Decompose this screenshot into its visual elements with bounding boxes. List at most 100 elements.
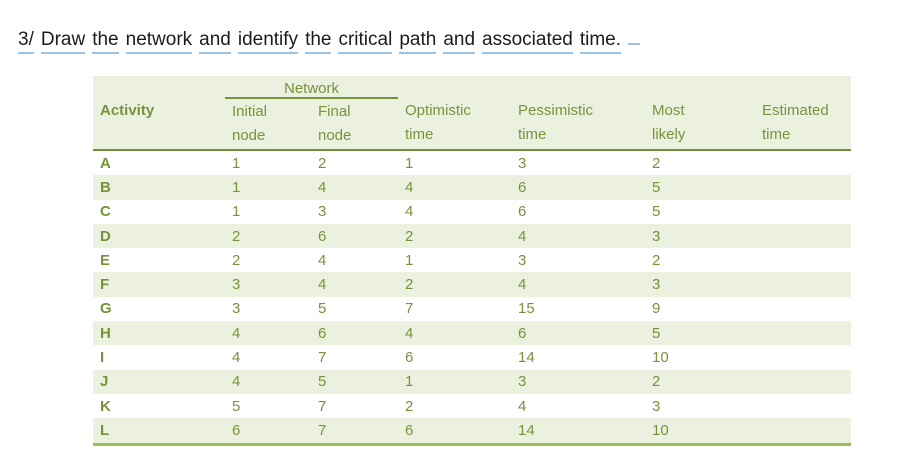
- cell-pessimistic-time: 3: [518, 251, 527, 269]
- table-row: D 2 6 2 4 3: [93, 223, 852, 249]
- cell-pessimistic-time: 4: [511, 272, 646, 297]
- cell-optimistic-time: 2: [398, 272, 512, 297]
- title-word: identify: [237, 29, 299, 54]
- title-trailing-underline: [628, 42, 641, 45]
- cell-pessimistic-time: 4: [511, 223, 646, 249]
- cell-final-node: 5: [311, 369, 399, 394]
- cell-final-node: 4: [318, 251, 327, 269]
- title-word: the: [305, 29, 332, 54]
- cell-initial-node: 2: [232, 251, 241, 269]
- cell-final-node: 2: [318, 154, 327, 172]
- cell-most-likely: 5: [652, 203, 661, 221]
- cell-estimated-time: [755, 297, 851, 321]
- cell-activity: K: [100, 397, 111, 415]
- cell-initial-node: 4: [225, 369, 311, 394]
- table-row: L 6 7 6 14 10: [93, 418, 852, 446]
- cell-activity: G: [100, 300, 112, 318]
- cell-most-likely: 5: [645, 321, 756, 346]
- cell-final-node: 7: [318, 349, 327, 367]
- cell-estimated-time: [755, 272, 852, 297]
- cell-final-node: 4: [311, 272, 399, 297]
- cell-estimated-time: [755, 248, 851, 272]
- cell-activity: H: [93, 321, 225, 346]
- table-row: K 5 7 2 4 3: [93, 394, 851, 418]
- cell-initial-node: 2: [225, 223, 311, 249]
- cell-most-likely: 3: [645, 223, 756, 249]
- cell-most-likely: 3: [652, 397, 661, 415]
- cell-optimistic-time: 4: [405, 203, 414, 221]
- cell-estimated-time: [755, 345, 851, 369]
- cell-final-node: 4: [311, 175, 399, 200]
- page-title: 3/Draw the network and identify the critical pa…: [18, 29, 641, 54]
- cell-activity: C: [100, 203, 111, 221]
- cell-estimated-time: [755, 223, 852, 249]
- cell-activity: B: [93, 175, 225, 200]
- title-word: path: [399, 29, 437, 54]
- column-header-estimated-time: Estimated time: [755, 98, 852, 151]
- cell-optimistic-time: 2: [405, 397, 414, 415]
- title-word: network: [125, 29, 193, 54]
- cell-activity: A: [100, 154, 111, 172]
- cell-optimistic-time: 1: [405, 154, 414, 172]
- cell-estimated-time: [755, 418, 852, 446]
- cell-optimistic-time: 7: [405, 300, 414, 318]
- cell-activity: D: [93, 223, 225, 249]
- table-row: C 1 3 4 6 5: [93, 200, 851, 224]
- cell-final-node: 5: [318, 300, 327, 318]
- cell-optimistic-time: 4: [398, 321, 512, 346]
- cell-initial-node: 3: [232, 300, 241, 318]
- group-header-row: Network: [93, 76, 852, 99]
- cell-estimated-time: [755, 321, 852, 346]
- cell-most-likely: 10: [652, 349, 669, 367]
- cell-optimistic-time: 2: [398, 223, 512, 249]
- table-row: J 4 5 1 3 2: [93, 369, 852, 394]
- cell-estimated-time: [755, 150, 851, 175]
- cell-most-likely: 2: [652, 251, 661, 269]
- cell-most-likely: 2: [645, 369, 756, 394]
- cell-most-likely: 3: [645, 272, 756, 297]
- cell-initial-node: 3: [225, 272, 311, 297]
- table-row: I 4 7 6 14 10: [93, 345, 851, 369]
- title-word: and: [443, 29, 476, 54]
- cell-pessimistic-time: 15: [518, 300, 535, 318]
- table-row: F 3 4 2 4 3: [93, 272, 852, 297]
- column-header-pessimistic-time: Pessimistic time: [511, 98, 646, 151]
- title-word: time.: [579, 29, 622, 54]
- cell-initial-node: 6: [225, 418, 311, 446]
- cell-optimistic-time: 6: [398, 418, 512, 446]
- table-row: A 1 2 1 3 2: [93, 150, 851, 175]
- cell-initial-node: 4: [232, 349, 241, 367]
- network-group-header: Network: [225, 76, 399, 99]
- cell-initial-node: 1: [232, 154, 241, 172]
- title-word: Draw: [40, 29, 86, 54]
- cell-optimistic-time: 1: [405, 251, 414, 269]
- cell-activity: I: [100, 349, 105, 367]
- cell-activity: L: [93, 418, 225, 446]
- column-header-optimistic-time: Optimistic time: [398, 98, 512, 151]
- cell-estimated-time: [755, 175, 852, 200]
- group-header-spacer-left: [93, 76, 225, 98]
- cell-final-node: 6: [311, 223, 399, 249]
- cell-initial-node: 4: [225, 321, 311, 346]
- cell-most-likely: 9: [652, 300, 661, 318]
- title-word: critical: [338, 29, 393, 54]
- column-header-activity: Activity: [93, 98, 225, 151]
- cell-final-node: 3: [318, 203, 327, 221]
- cell-final-node: 6: [311, 321, 399, 346]
- title-word: and: [199, 29, 231, 54]
- cell-initial-node: 1: [232, 203, 241, 221]
- title-word: the: [92, 29, 119, 54]
- cell-pessimistic-time: 3: [518, 154, 527, 172]
- cell-pessimistic-time: 3: [511, 369, 646, 394]
- table-body: A 1 2 1 3 2 B 1 4 4 6 5 C 1 3 4 6 5 D 2 …: [93, 150, 852, 446]
- table-row: G 3 5 7 15 9: [93, 297, 851, 321]
- cell-activity: F: [93, 272, 225, 297]
- cell-pessimistic-time: 14: [518, 349, 535, 367]
- cell-pessimistic-time: 6: [511, 175, 646, 200]
- cell-pessimistic-time: 4: [518, 397, 527, 415]
- cell-activity: J: [93, 369, 225, 394]
- cell-estimated-time: [755, 394, 851, 418]
- cell-optimistic-time: 4: [398, 175, 512, 200]
- table-header: Network Activity Initial node Final node…: [93, 76, 852, 151]
